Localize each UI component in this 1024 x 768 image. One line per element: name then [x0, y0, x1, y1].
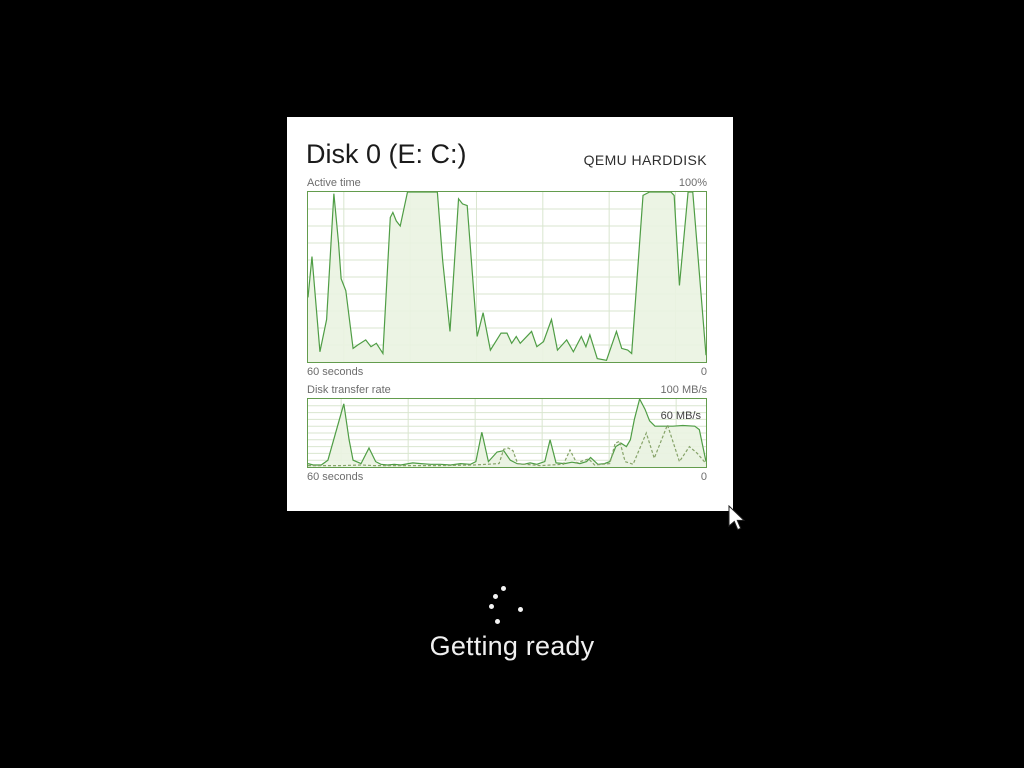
loading-spinner — [482, 581, 530, 629]
spinner-dot — [493, 593, 499, 599]
spinner-dot — [489, 604, 495, 610]
transfer-rate-axis: 60 seconds 0 — [307, 471, 707, 484]
active-time-header: Active time 100% — [307, 177, 707, 190]
active-time-axis-right: 0 — [700, 366, 707, 378]
mouse-cursor — [728, 505, 746, 531]
transfer-rate-axis-right: 0 — [700, 471, 707, 483]
transfer-rate-axis-left: 60 seconds — [307, 471, 364, 483]
disk-title: Disk 0 (E: C:) — [306, 139, 467, 169]
active-time-axis: 60 seconds 0 — [307, 366, 707, 379]
transfer-rate-header: Disk transfer rate 100 MB/s — [307, 384, 707, 397]
transfer-rate-annotation: 60 MB/s — [660, 410, 701, 422]
getting-ready-message: Getting ready — [429, 631, 595, 661]
transfer-rate-chart[interactable]: 60 MB/s — [307, 398, 707, 468]
spinner-dot — [500, 585, 506, 591]
transfer-rate-label: Disk transfer rate — [307, 384, 391, 396]
transfer-rate-max-label: 100 MB/s — [660, 384, 707, 396]
active-time-max-label: 100% — [678, 177, 707, 189]
spinner-dot — [518, 606, 524, 612]
spinner-dot — [495, 619, 501, 625]
active-time-chart-svg — [308, 192, 706, 362]
disk-performance-panel: Disk 0 (E: C:) QEMU HARDDISK Active time… — [287, 117, 733, 511]
active-time-label: Active time — [307, 177, 361, 189]
active-time-chart[interactable] — [307, 191, 707, 363]
active-time-axis-left: 60 seconds — [307, 366, 364, 378]
transfer-rate-chart-svg — [308, 399, 706, 467]
disk-model-label: QEMU HARDDISK — [583, 152, 707, 168]
